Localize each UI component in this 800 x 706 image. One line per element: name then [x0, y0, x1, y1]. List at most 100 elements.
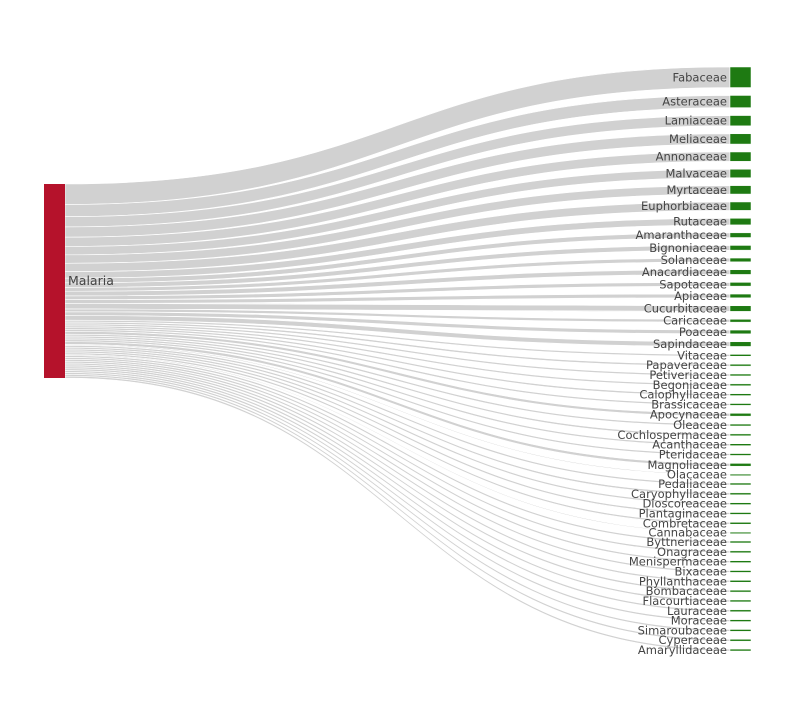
node-malvaceae — [729, 169, 752, 178]
node-meliaceae — [729, 133, 752, 145]
node-label-solanaceae: Solanaceae — [661, 253, 727, 267]
node-label-caryophyllaceae: Caryophyllaceae — [631, 487, 727, 501]
node-label-rutaceae: Rutaceae — [673, 215, 727, 229]
node-label-cannabaceae: Cannabaceae — [648, 526, 727, 540]
node-label-amaranthaceae: Amaranthaceae — [635, 228, 727, 242]
node-solanaceae — [729, 257, 752, 263]
node-label-myrtaceae: Myrtaceae — [666, 183, 727, 197]
node-bombacaceae — [729, 589, 752, 593]
node-label-combretaceae: Combretaceae — [643, 516, 727, 530]
node-label-source: Malaria — [68, 273, 114, 288]
node-label-onagraceae: Onagraceae — [657, 545, 727, 559]
link-phyllanthaceae — [64, 362, 731, 583]
node-label-papaveraceae: Papaveraceae — [646, 358, 727, 372]
node-label-apiaceae: Apiaceae — [674, 289, 727, 303]
node-poaceae — [729, 329, 752, 335]
links-layer — [64, 66, 731, 652]
node-label-acanthaceae: Acanthaceae — [652, 438, 727, 452]
node-oleaceae — [729, 423, 752, 427]
node-label-fabaceae: Fabaceae — [673, 70, 727, 84]
node-label-malvaceae: Malvaceae — [665, 166, 727, 180]
node-label-simaroubaceae: Simaroubaceae — [638, 623, 727, 637]
node-label-plantaginaceae: Plantaginaceae — [639, 506, 727, 520]
node-label-oleaceae: Oleaceae — [673, 418, 727, 432]
node-asteraceae — [729, 95, 752, 108]
node-label-lamiaceae: Lamiaceae — [665, 114, 727, 128]
node-combretaceae — [729, 522, 752, 525]
node-myrtaceae — [729, 185, 752, 195]
node-cannabaceae — [729, 531, 752, 534]
node-apiaceae — [729, 293, 752, 299]
node-cochlospermaceae — [729, 433, 752, 437]
node-amaryllidaceae — [729, 648, 752, 652]
node-sapotaceae — [729, 282, 752, 287]
node-label-pedaliaceae: Pedaliaceae — [658, 477, 727, 491]
node-label-vitaceae: Vitaceae — [677, 348, 727, 362]
node-label-calophyllaceae: Calophyllaceae — [639, 388, 727, 402]
node-label-byttneriaceae: Byttneriaceae — [646, 535, 727, 549]
node-cucurbitaceae — [729, 305, 752, 312]
nodes-layer — [44, 66, 752, 652]
node-calophyllaceae — [729, 393, 752, 396]
node-label-poaceae: Poaceae — [679, 325, 727, 339]
node-label-cucurbitaceae: Cucurbitaceae — [644, 302, 727, 316]
node-simaroubaceae — [729, 629, 752, 632]
node-label-menispermaceae: Menispermaceae — [629, 555, 727, 569]
node-label-dioscoreaceae: Dioscoreaceae — [642, 497, 727, 511]
node-label-bignoniaceae: Bignoniaceae — [649, 241, 727, 255]
node-label-bombacaceae: Bombacaceae — [646, 584, 727, 598]
node-menispermaceae — [729, 560, 752, 563]
node-label-sapotaceae: Sapotaceae — [659, 277, 727, 291]
node-label-anacardiaceae: Anacardiaceae — [642, 265, 727, 279]
node-vitaceae — [729, 354, 752, 357]
node-phyllanthaceae — [729, 580, 752, 583]
node-label-olacaceae: Olacaceae — [667, 468, 727, 482]
node-euphorbiaceae — [729, 201, 752, 211]
node-lamiaceae — [729, 115, 752, 127]
node-anacardiaceae — [729, 269, 752, 275]
node-plantaginaceae — [729, 512, 752, 515]
node-amaranthaceae — [729, 232, 752, 238]
node-pedaliaceae — [729, 482, 752, 486]
node-magnoliaceae — [729, 463, 752, 467]
node-label-petiveriaceae: Petiveriaceae — [649, 368, 727, 382]
node-label-pteridaceae: Pteridaceae — [659, 448, 727, 462]
node-label-asteraceae: Asteraceae — [662, 95, 727, 109]
node-label-magnoliaceae: Magnoliaceae — [647, 458, 727, 472]
node-bignoniaceae — [729, 245, 752, 251]
node-begoniaceae — [729, 383, 752, 386]
node-label-phyllanthaceae: Phyllanthaceae — [639, 574, 727, 588]
node-annonaceae — [729, 151, 752, 162]
node-bixaceae — [729, 570, 752, 573]
node-olacaceae — [729, 473, 752, 476]
node-label-amaryllidaceae: Amaryllidaceae — [638, 643, 727, 657]
node-papaveraceae — [729, 363, 752, 367]
node-source — [44, 184, 65, 378]
node-sapindaceae — [729, 341, 752, 347]
node-apocynaceae — [729, 413, 752, 417]
node-label-flacourtiaceae: Flacourtiaceae — [642, 594, 727, 608]
node-cyperaceae — [729, 639, 752, 642]
node-rutaceae — [729, 218, 752, 226]
node-byttneriaceae — [729, 540, 752, 544]
node-pteridaceae — [729, 453, 752, 456]
node-fabaceae — [729, 66, 752, 88]
node-caricaceae — [729, 319, 752, 323]
node-label-brassicaceae: Brassicaceae — [651, 397, 727, 411]
node-flacourtiaceae — [729, 599, 752, 603]
node-label-lauraceae: Lauraceae — [667, 604, 727, 618]
node-acanthaceae — [729, 443, 752, 446]
node-brassicaceae — [729, 403, 752, 406]
node-dioscoreaceae — [729, 502, 752, 505]
node-label-moraceae: Moraceae — [671, 614, 727, 628]
node-moraceae — [729, 619, 752, 622]
node-label-apocynaceae: Apocynaceae — [650, 408, 727, 422]
node-label-annonaceae: Annonaceae — [656, 150, 727, 164]
node-label-cochlospermaceae: Cochlospermaceae — [617, 428, 727, 442]
node-onagraceae — [729, 550, 752, 554]
node-label-bixaceae: Bixaceae — [675, 564, 727, 578]
labels-layer: Fabaceae Asteraceae Lamiaceae Meliaceae Anno… — [68, 70, 727, 657]
node-label-sapindaceae: Sapindaceae — [653, 337, 727, 351]
link-amaryllidaceae — [64, 375, 731, 652]
